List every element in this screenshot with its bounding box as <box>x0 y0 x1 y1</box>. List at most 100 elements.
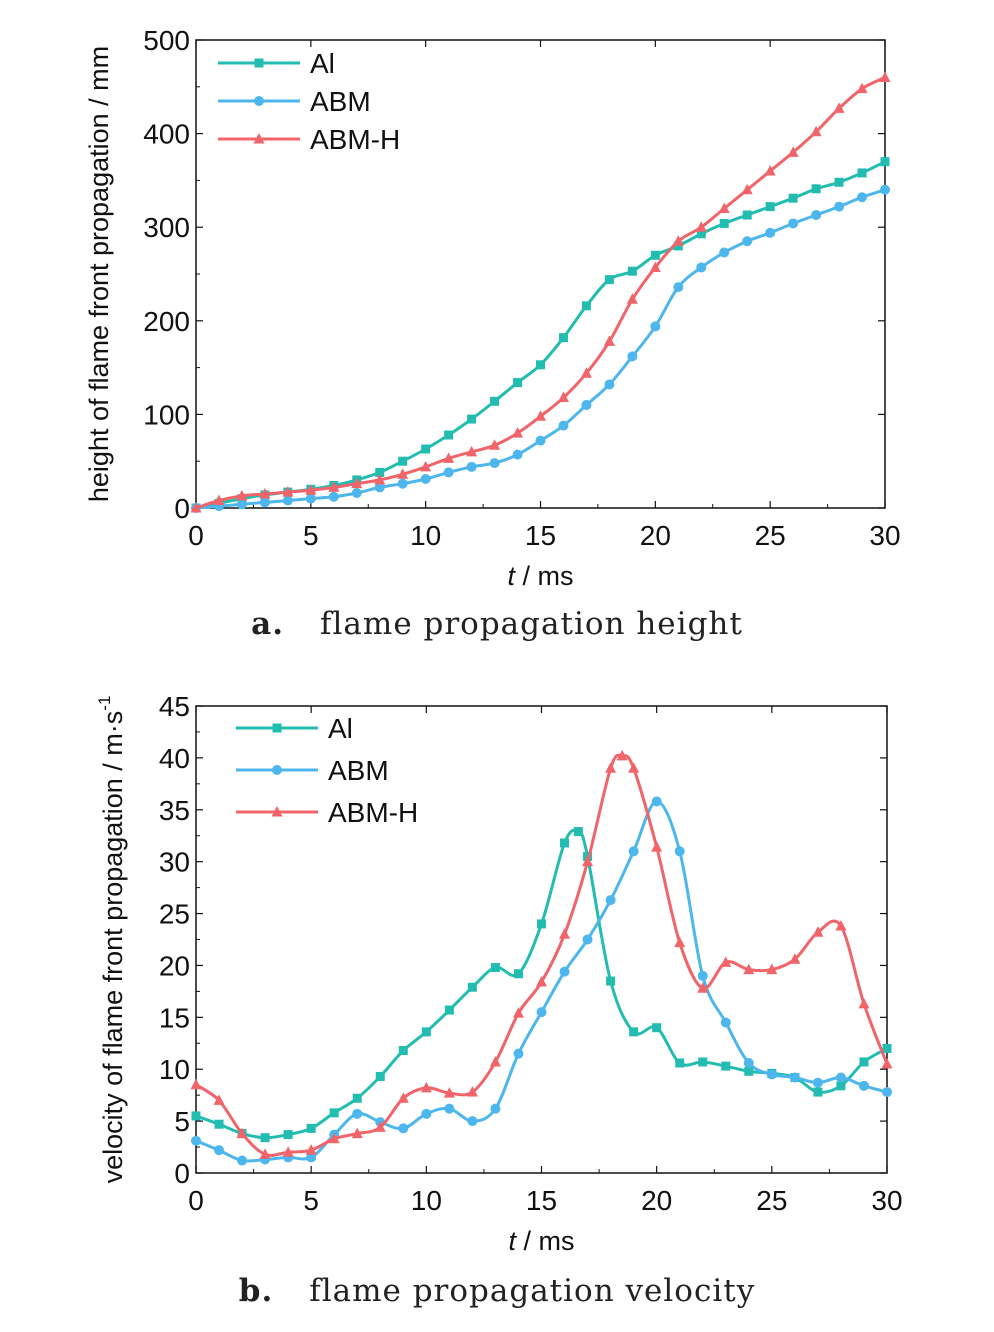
y-tick-label: 20 <box>159 950 190 981</box>
data-point <box>512 449 523 460</box>
data-point <box>743 963 755 975</box>
data-point <box>813 1087 823 1097</box>
data-point <box>742 210 752 220</box>
data-point <box>651 796 662 807</box>
data-point <box>466 461 477 472</box>
data-point <box>535 410 546 421</box>
legend-marker <box>271 806 283 817</box>
x-tick-label: 10 <box>411 1185 442 1216</box>
legend-label: ABM-H <box>328 797 418 828</box>
data-point <box>604 275 614 285</box>
x-tick-label: 15 <box>525 520 556 551</box>
data-point <box>398 1046 408 1056</box>
x-tick-label: 5 <box>303 520 319 551</box>
data-point <box>649 261 661 272</box>
data-point <box>744 1066 754 1076</box>
data-point <box>835 1072 846 1083</box>
data-point <box>490 963 500 973</box>
data-point <box>720 1017 731 1028</box>
caption-b-letter: b. <box>238 1273 274 1309</box>
data-point <box>880 184 890 195</box>
y-tick-label: 10 <box>159 1054 190 1085</box>
data-point <box>604 379 615 390</box>
data-point <box>351 488 362 499</box>
data-point <box>305 493 316 504</box>
data-point <box>696 229 706 239</box>
data-point <box>191 1135 201 1146</box>
x-tick-label: 0 <box>188 1185 204 1216</box>
x-tick-label: 15 <box>526 1185 557 1216</box>
data-point <box>742 236 753 247</box>
x-axis-title: t / ms <box>507 561 573 591</box>
data-point <box>559 928 571 939</box>
data-point <box>603 335 615 346</box>
data-point <box>537 919 546 929</box>
data-point <box>328 1132 340 1144</box>
data-point <box>536 976 547 987</box>
data-point <box>581 301 591 311</box>
x-tick-label: 25 <box>755 520 786 551</box>
y-tick-label: 400 <box>143 119 190 150</box>
data-point <box>857 192 868 203</box>
data-point <box>582 934 593 945</box>
data-point <box>351 1127 363 1139</box>
data-point <box>536 360 545 370</box>
data-point <box>420 1081 432 1093</box>
data-point <box>857 168 867 178</box>
legend-marker <box>254 96 264 106</box>
data-point <box>237 1155 248 1166</box>
legend-label: Al <box>310 48 335 79</box>
data-point <box>351 477 363 489</box>
x-tick-label: 30 <box>871 1185 902 1216</box>
x-tick-label: 10 <box>410 520 441 551</box>
series-abm-h <box>190 71 891 513</box>
legend-marker <box>272 765 282 775</box>
data-point <box>721 1061 731 1071</box>
data-point <box>764 165 776 176</box>
y-tick-label: 5 <box>174 1106 190 1137</box>
data-point <box>398 1123 409 1134</box>
data-point <box>443 1087 455 1098</box>
data-point <box>489 458 500 469</box>
data-point <box>352 1108 363 1119</box>
data-point <box>573 827 583 837</box>
data-point <box>558 333 568 343</box>
data-point <box>214 1119 224 1129</box>
caption-b: b. flame propagation velocity <box>0 1273 994 1309</box>
data-point <box>557 391 569 403</box>
data-point <box>512 1007 524 1018</box>
legend-item-abm-h: ABM-H <box>218 124 400 155</box>
data-point <box>559 966 570 977</box>
legend-marker <box>253 133 265 144</box>
data-point <box>789 953 801 964</box>
data-point <box>856 82 868 94</box>
data-point <box>305 1144 317 1155</box>
data-point <box>582 855 594 867</box>
data-point <box>512 427 524 438</box>
y-tick-label: 40 <box>159 743 190 774</box>
data-point <box>834 177 844 187</box>
series-abm-h <box>190 749 893 1159</box>
data-point <box>489 439 501 450</box>
data-point <box>467 1116 478 1127</box>
data-point <box>858 1080 869 1091</box>
legend-label: ABM <box>328 755 389 786</box>
data-point <box>741 183 753 195</box>
data-point <box>880 157 890 167</box>
x-axis-title: t / ms <box>508 1226 574 1256</box>
legend-item-abm: ABM <box>218 86 371 117</box>
data-point <box>282 1146 294 1157</box>
data-point <box>444 1005 454 1015</box>
data-point <box>466 445 478 457</box>
data-point <box>834 201 845 212</box>
data-point <box>743 1057 754 1068</box>
data-point <box>673 241 683 251</box>
data-point <box>375 467 385 477</box>
data-point <box>282 495 293 506</box>
data-point <box>651 841 663 852</box>
data-point <box>881 1058 893 1069</box>
x-tick-label: 5 <box>303 1185 319 1216</box>
data-point <box>420 473 431 484</box>
